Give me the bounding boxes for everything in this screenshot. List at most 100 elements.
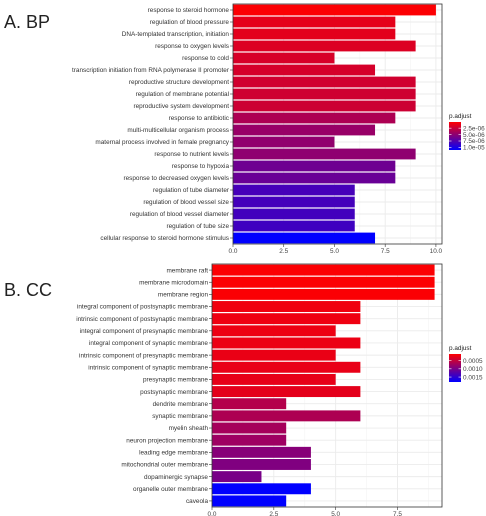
x-tick-label: 2.5 <box>279 248 288 255</box>
category-label: dopaminergic synapse <box>144 474 208 481</box>
category-label: leading edge membrane <box>139 450 208 457</box>
x-tick-label: 10.0 <box>430 248 443 255</box>
bar <box>212 422 287 434</box>
category-label: intrinsic component of postsynaptic memb… <box>76 316 208 323</box>
category-label: regulation of blood vessel size <box>143 199 229 206</box>
category-label: membrane raft <box>166 267 208 274</box>
category-label: membrane microdomain <box>139 279 208 286</box>
bar <box>212 459 311 470</box>
bar <box>233 40 416 52</box>
x-tick-label: 5.0 <box>331 511 340 516</box>
bar <box>212 495 287 507</box>
category-label: DNA-templated transcription, initiation <box>122 31 230 38</box>
category-label: regulation of tube diameter <box>153 187 230 194</box>
bar <box>233 76 416 88</box>
category-label: membrane region <box>158 292 209 299</box>
category-label: integral component of postsynaptic membr… <box>77 304 209 311</box>
bar <box>233 220 355 232</box>
category-label: regulation of membrane potential <box>136 91 229 98</box>
x-tick-label: 7.5 <box>381 248 390 255</box>
category-label: integral component of synaptic membrane <box>89 340 208 347</box>
bar <box>233 160 396 172</box>
bar <box>212 313 361 325</box>
category-label: response to cold <box>182 55 229 62</box>
bar <box>212 361 361 373</box>
category-label: response to steroid hormone <box>148 7 230 14</box>
legend-colorbar <box>449 354 461 382</box>
category-label: maternal process involved in female preg… <box>95 139 229 146</box>
bar <box>233 112 396 124</box>
legend-tick-label: 5.0e-06 <box>463 132 485 139</box>
category-label: synaptic membrane <box>152 413 208 420</box>
category-label: response to antibiotic <box>169 115 230 122</box>
bar <box>233 16 396 28</box>
category-label: dendrite membrane <box>153 401 209 408</box>
bar <box>233 100 416 112</box>
bar <box>233 136 335 148</box>
bar <box>212 398 287 410</box>
x-tick-label: 2.5 <box>269 511 278 516</box>
legend-tick-label: 1.0e-05 <box>463 145 485 152</box>
bar <box>233 148 416 160</box>
category-label: postsynaptic membrane <box>140 389 208 396</box>
bar <box>212 301 361 312</box>
category-label: reproductive system development <box>133 103 229 110</box>
bar <box>233 208 355 220</box>
category-label: response to oxygen levels <box>155 43 229 50</box>
bar <box>212 386 361 398</box>
category-label: response to nutrient levels <box>154 151 229 158</box>
bar <box>233 232 376 244</box>
category-label: presynaptic membrane <box>143 377 208 384</box>
legend-title: p.adjust <box>449 113 472 120</box>
legend-tick-label: 7.5e-06 <box>463 138 485 145</box>
bar <box>233 4 436 16</box>
category-label: caveola <box>186 498 208 505</box>
category-label: intrinsic component of synaptic membrane <box>88 364 208 371</box>
category-label: organelle outer membrane <box>133 486 208 493</box>
panel-a-label: A. BP <box>4 12 51 32</box>
legend-tick-label: 0.0015 <box>463 374 483 381</box>
bar <box>233 172 396 184</box>
legend-tick-label: 0.0005 <box>463 358 483 365</box>
category-label: regulation of tube size <box>166 223 229 230</box>
bar <box>233 52 335 64</box>
bar <box>212 337 361 349</box>
bar <box>212 446 311 458</box>
category-label: neuron projection membrane <box>126 437 208 444</box>
x-tick-label: 0.0 <box>229 248 238 255</box>
bar <box>212 373 336 385</box>
panel-border <box>232 3 443 245</box>
bar <box>212 264 435 276</box>
category-label: regulation of blood vessel diameter <box>130 211 230 218</box>
chart-panel-cc: 0.0 2.5 5.0 7.5 membrane raft membrane microd… <box>76 263 483 516</box>
bar <box>212 483 311 495</box>
bar <box>233 196 355 208</box>
panel-border <box>211 263 443 508</box>
x-tick-label: 5.0 <box>330 248 339 255</box>
bar <box>233 64 376 76</box>
bar <box>233 88 416 100</box>
bar <box>233 124 376 136</box>
category-label: regulation of blood pressure <box>150 19 230 26</box>
category-label: integral component of presynaptic membra… <box>80 328 209 335</box>
bar <box>233 28 396 40</box>
category-label: response to decreased oxygen levels <box>123 175 229 182</box>
bar <box>212 325 336 337</box>
bar <box>212 349 336 361</box>
panel-b-label: B. CC <box>4 280 53 300</box>
legend-tick-label: 2.5e-06 <box>463 125 485 132</box>
x-tick-label: 7.5 <box>393 511 402 516</box>
category-label: response to hypoxia <box>172 163 230 170</box>
x-tick-label: 0.0 <box>208 511 217 516</box>
chart-panel-bp: 0.0 2.5 5.0 7.5 10.0 response to steroid horm… <box>72 3 485 255</box>
category-label: transcription initiation from RNA polyme… <box>72 67 230 74</box>
bar <box>212 276 435 288</box>
bar <box>212 410 361 422</box>
legend-title: p.adjust <box>449 345 472 352</box>
category-label: myelin sheath <box>169 425 209 432</box>
category-label: intrinsic component of presynaptic membr… <box>79 352 208 359</box>
plot-background <box>212 264 442 507</box>
category-label: cellular response to steroid hormone sti… <box>100 235 229 242</box>
category-label: reproductive structure development <box>129 79 229 86</box>
